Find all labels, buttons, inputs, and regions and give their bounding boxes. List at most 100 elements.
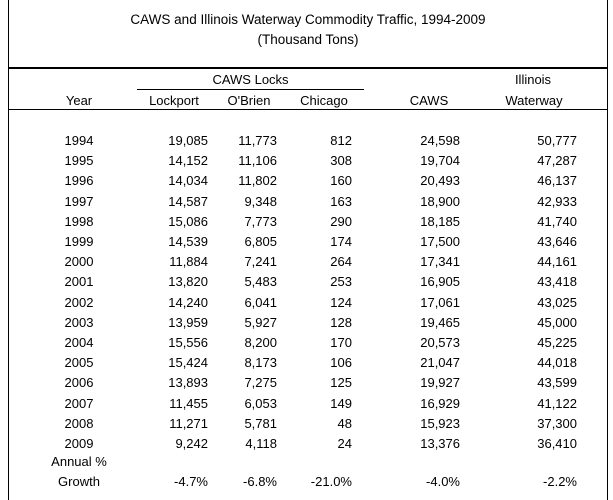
cell-chicago: 290 [330,213,352,229]
cell-chicago: 128 [330,314,352,330]
cell-caws: 19,927 [420,375,460,391]
header-illinois-line1: Illinois [514,72,552,87]
cell-year: 1999 [64,234,94,249]
cell-chicago: 149 [330,395,352,411]
header-chicago: Chicago [300,93,348,108]
cell-lockport: 15,086 [168,213,208,229]
table-frame: CAWS and Illinois Waterway Commodity Tra… [8,0,608,500]
cell-obrien: 11,106 [238,153,277,169]
cell-lockport: 13,820 [168,274,208,290]
cell-chicago: 24 [337,436,352,451]
cell-illinois: 47,287 [537,153,577,169]
cell-year: 1998 [64,213,94,229]
cell-obrien: 5,927 [244,314,277,330]
table-row: 2006 13,893 7,275 125 19,927 43,599 [9,375,609,395]
cell-chicago: 170 [330,335,352,350]
cell-year: 1994 [64,133,94,148]
cell-chicago: 106 [330,355,352,371]
header-obrien: O'Brien [227,93,271,108]
cell-caws: 24,598 [420,133,460,148]
table-subtitle: (Thousand Tons) [257,32,359,47]
cell-illinois: 46,137 [537,173,577,189]
cell-year: 2002 [64,294,94,310]
cell-lockport: 14,240 [168,294,208,310]
cell-year: 2009 [64,436,94,451]
cell-year: 2008 [64,415,94,431]
cell-year: 2000 [64,254,94,270]
cell-chicago: 160 [330,173,352,189]
cell-illinois: 41,122 [537,395,577,411]
cell-illinois: 37,300 [537,415,577,431]
table-row: 2004 15,556 8,200 170 20,573 45,225 [9,335,609,355]
cell-caws: 17,500 [420,234,460,249]
cell-chicago: 163 [330,193,352,209]
table-row: 2002 14,240 6,041 124 17,061 43,025 [9,295,609,315]
cell-year: 1997 [64,193,94,209]
cell-obrien: 5,781 [244,415,277,431]
table-title: CAWS and Illinois Waterway Commodity Tra… [130,12,486,27]
cell-chicago: 253 [330,274,352,290]
cell-caws: 19,465 [420,314,460,330]
table-row: 2003 13,959 5,927 128 19,465 45,000 [9,315,609,335]
table-row: 1999 14,539 6,805 174 17,500 43,646 [9,234,609,254]
cell-caws: 18,900 [420,193,460,209]
cell-caws: 18,185 [420,213,460,229]
table-row: 2007 11,455 6,053 149 16,929 41,122 [9,396,609,416]
cell-illinois: 36,410 [537,436,577,451]
cell-lockport: 13,959 [168,314,208,330]
cell-chicago: 308 [330,153,352,169]
cell-lockport: 14,152 [168,153,208,169]
cell-obrien: 6,041 [244,294,277,310]
cell-lockport: 19,085 [168,133,208,148]
cell-caws: 13,376 [420,436,460,451]
cell-illinois: 44,018 [537,355,577,371]
cell-caws: 20,493 [420,173,460,189]
title-block: CAWS and Illinois Waterway Commodity Tra… [9,10,607,50]
cell-caws: 17,341 [420,254,460,270]
cell-year: 2006 [64,375,94,391]
header-year: Year [65,93,93,108]
cell-caws: 17,061 [420,294,460,310]
cell-chicago: 125 [330,375,352,391]
cell-illinois: 41,740 [537,213,577,229]
cell-illinois: 42,933 [537,193,577,209]
cell-obrien: 7,773 [244,213,277,229]
cell-obrien: 4,118 [245,436,277,451]
cell-obrien: 6,805 [244,234,277,249]
cell-caws: 19,704 [420,153,460,169]
cell-caws: 16,929 [420,395,460,411]
cell-illinois: 44,161 [537,254,577,270]
cell-obrien: 7,275 [244,375,277,391]
cell-obrien: 9,348 [244,193,277,209]
cell-lockport: 13,893 [168,375,208,391]
cell-lockport: 9,242 [175,436,208,451]
cell-lockport: 11,271 [169,415,208,431]
cell-chicago: 812 [330,133,352,148]
cell-obrien: 8,200 [244,335,277,350]
cell-lockport: 15,424 [168,355,208,371]
table-row: 2000 11,884 7,241 264 17,341 44,161 [9,254,609,274]
cell-year: 1996 [64,173,94,189]
cell-obrien: 11,802 [238,173,277,189]
table-row: 1996 14,034 11,802 160 20,493 46,137 [9,173,609,193]
cell-illinois: 45,000 [537,314,577,330]
cell-caws: 20,573 [420,335,460,350]
cell-caws: 16,905 [420,274,460,290]
header-top-rule [9,67,607,69]
cell-year: 1995 [64,153,94,169]
cell-chicago: 264 [330,254,352,270]
growth-obrien: -6.8% [243,474,277,489]
header-bottom-rule [9,109,607,110]
cell-year: 2005 [64,355,94,371]
growth-label-line2: Growth [58,474,100,489]
growth-chicago: -21.0% [310,474,352,489]
cell-obrien: 6,053 [244,395,277,411]
cell-illinois: 43,646 [537,234,577,249]
cell-year: 2001 [64,274,94,290]
cell-chicago: 48 [337,415,352,431]
cell-lockport: 14,539 [168,234,208,249]
table-row: 2009 9,242 4,118 24 13,376 36,410 [9,436,609,456]
cell-obrien: 11,773 [238,133,277,148]
cell-lockport: 14,034 [168,173,208,189]
table-row: 2008 11,271 5,781 48 15,923 37,300 [9,416,609,436]
